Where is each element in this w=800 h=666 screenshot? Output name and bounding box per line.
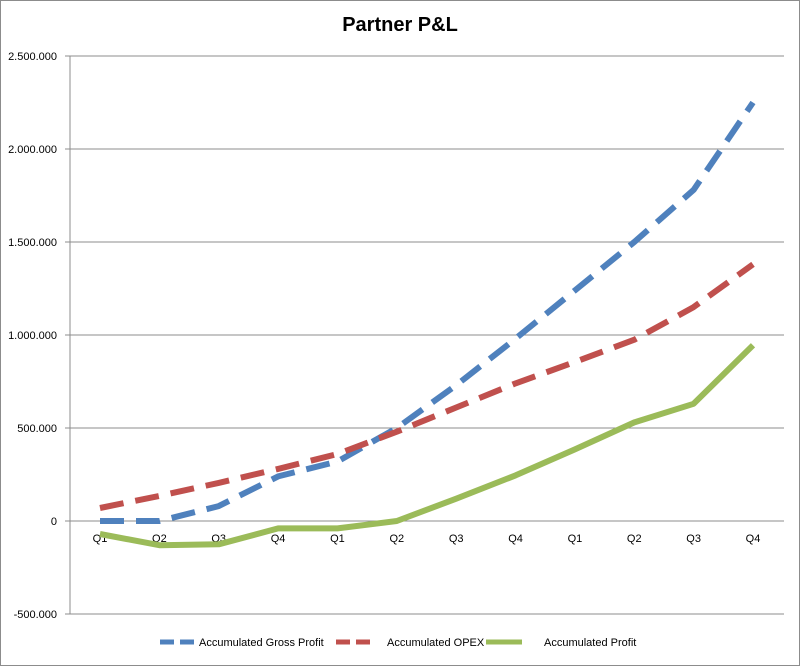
y-tick-label: 0 (51, 516, 57, 528)
x-tick-label: Q2 (389, 533, 404, 545)
series-line-1 (100, 100, 756, 524)
y-tick-label: 500.000 (17, 423, 57, 435)
x-tick-label: Q2 (627, 533, 642, 545)
chart-title: Partner P&L (342, 14, 458, 36)
legend-label: Accumulated Gross Profit (199, 637, 324, 649)
y-tick-label: 2.000.000 (8, 144, 57, 156)
x-tick-label: Q3 (686, 533, 701, 545)
x-tick-label: Q1 (330, 533, 345, 545)
x-tick-label: Q4 (271, 533, 286, 545)
x-tick-label: Q4 (746, 533, 761, 545)
x-tick-label: Q4 (508, 533, 523, 545)
x-tick-label: Q1 (568, 533, 583, 545)
y-tick-label: 1.000.000 (8, 330, 57, 342)
y-tick-label: 2.500.000 (8, 51, 57, 63)
legend-label: Accumulated OPEX (387, 637, 485, 649)
series-line-2 (99, 261, 755, 511)
x-tick-label: Q3 (449, 533, 464, 545)
series-line-3 (99, 343, 756, 549)
y-tick-label: 1.500.000 (8, 237, 57, 249)
y-tick-label: -500.000 (14, 609, 57, 621)
legend-label: Accumulated Profit (544, 637, 636, 649)
